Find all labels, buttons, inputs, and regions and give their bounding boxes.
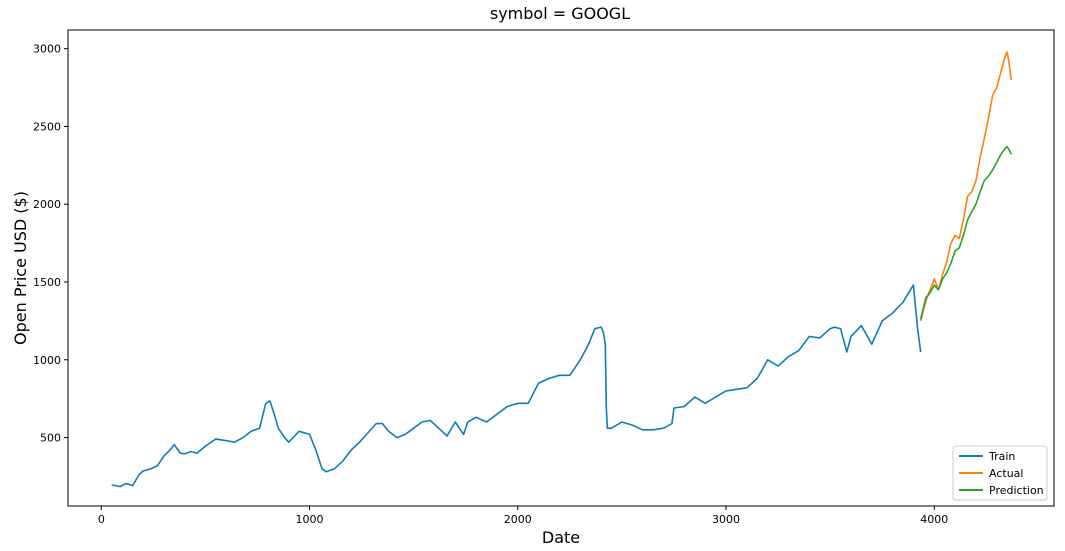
x-axis-ticks: 0 1000 2000 3000 4000 (98, 506, 948, 526)
y-axis-label: Open Price USD ($) (11, 191, 30, 345)
x-tick-label: 0 (98, 513, 105, 526)
series-line-train (111, 284, 922, 488)
x-tick-label: 2000 (504, 513, 532, 526)
x-tick-label: 1000 (296, 513, 324, 526)
legend-label-prediction: Prediction (989, 484, 1044, 497)
chart-title: symbol = GOOGL (490, 4, 630, 23)
plot-area-frame (67, 29, 1055, 507)
y-tick-label: 2500 (33, 120, 61, 133)
y-tick-label: 3000 (33, 43, 61, 56)
y-tick-label: 1000 (33, 354, 61, 367)
legend-label-actual: Actual (989, 467, 1023, 480)
y-tick-label: 500 (40, 432, 61, 445)
legend: Train Actual Prediction (952, 445, 1048, 501)
y-tick-label: 2000 (33, 198, 61, 211)
y-tick-label: 1500 (33, 276, 61, 289)
legend-box (952, 445, 1048, 501)
series-layer (111, 50, 1013, 488)
y-axis-ticks: 500 1000 1500 2000 2500 3000 (33, 43, 68, 445)
x-tick-label: 4000 (920, 513, 948, 526)
x-tick-label: 3000 (712, 513, 740, 526)
legend-label-train: Train (988, 450, 1015, 463)
series-line-prediction (919, 145, 1013, 320)
x-axis-label: Date (542, 528, 580, 547)
